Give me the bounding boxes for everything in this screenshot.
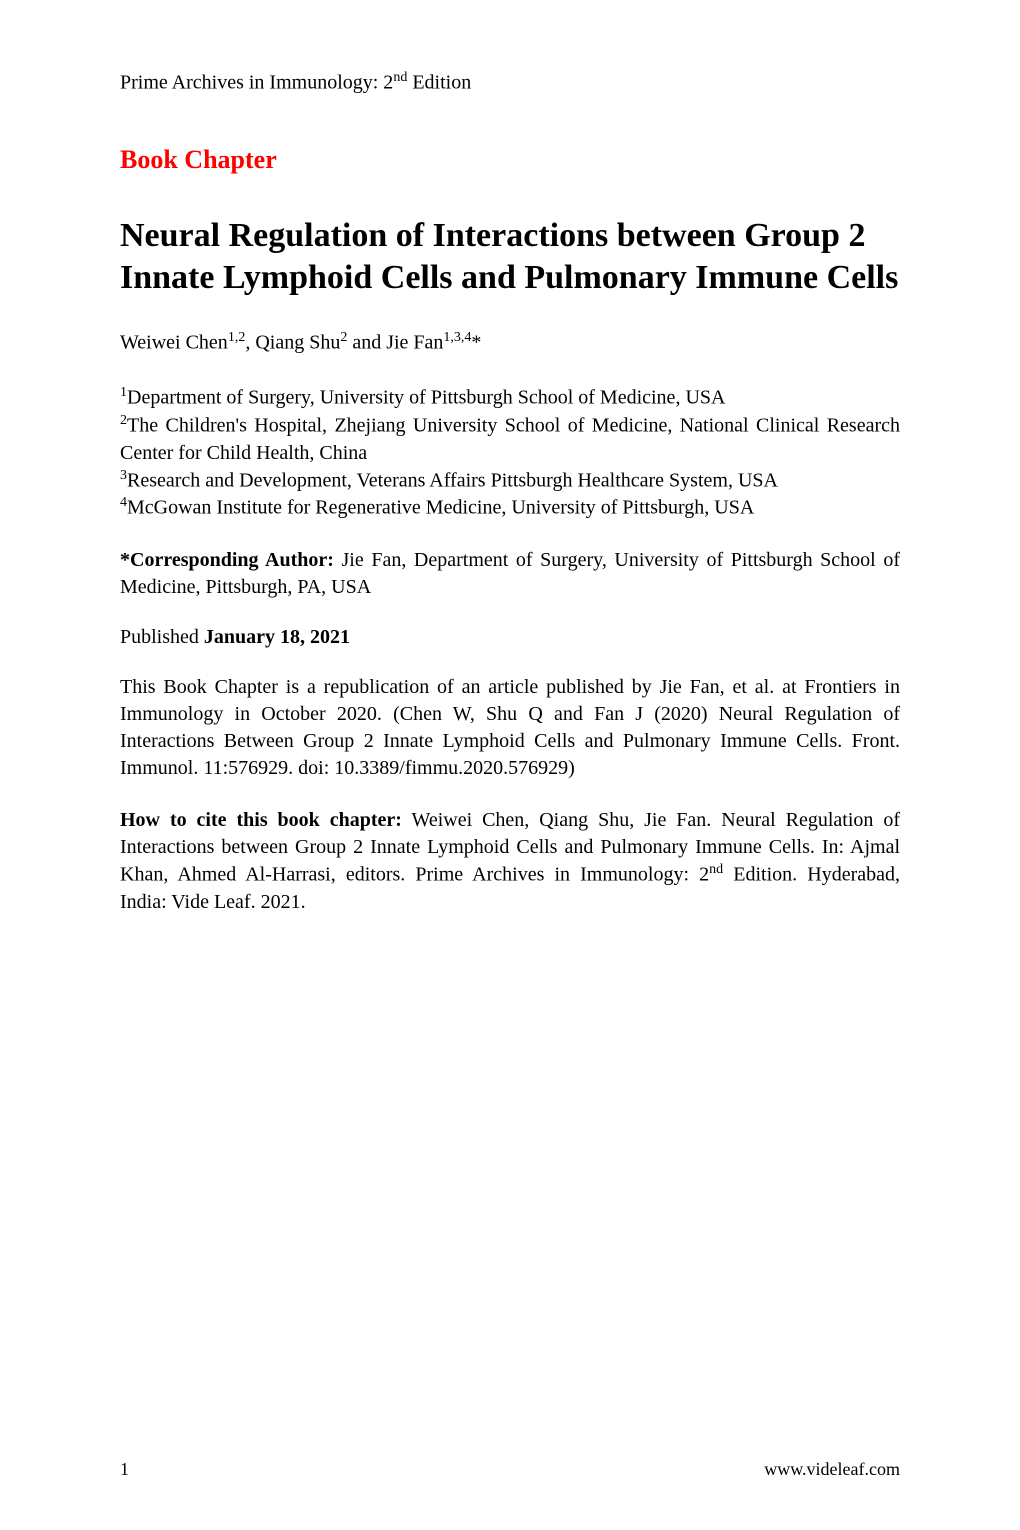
chapter-title: Neural Regulation of Interactions betwee… [120, 215, 900, 300]
author-3-mark: * [471, 331, 481, 353]
running-head-prefix: Prime Archives in Immunology: 2 [120, 72, 393, 94]
published-date: January 18, 2021 [204, 626, 350, 648]
running-head-sup: nd [393, 70, 407, 85]
running-head: Prime Archives in Immunology: 2nd Editio… [120, 70, 900, 95]
affiliation-1-text: Department of Surgery, University of Pit… [127, 387, 725, 409]
affiliation-2-text: The Children's Hospital, Zhejiang Univer… [120, 415, 900, 464]
citation-sup: nd [709, 862, 723, 877]
affiliation-4: 4McGowan Institute for Regenerative Medi… [120, 494, 900, 522]
page-number: 1 [120, 1459, 129, 1480]
affiliation-3-text: Research and Development, Veterans Affai… [127, 469, 778, 491]
affiliation-3: 3Research and Development, Veterans Affa… [120, 467, 900, 495]
republication-note: This Book Chapter is a republication of … [120, 674, 900, 782]
author-3-name: Jie Fan [386, 331, 443, 353]
affiliation-4-sup: 4 [120, 495, 127, 510]
published-prefix: Published [120, 626, 204, 648]
running-head-suffix: Edition [407, 72, 471, 94]
author-2-name: Qiang Shu [255, 331, 340, 353]
footer-site: www.videleaf.com [764, 1459, 900, 1480]
authors-line: Weiwei Chen1,2, Qiang Shu2 and Jie Fan1,… [120, 330, 900, 355]
citation-label: How to cite this book chapter: [120, 809, 402, 831]
affiliation-1-sup: 1 [120, 385, 127, 400]
page-footer: 1 www.videleaf.com [120, 1459, 900, 1480]
published-line: Published January 18, 2021 [120, 626, 900, 649]
author-1-sup: 1,2 [228, 330, 246, 345]
affiliation-3-sup: 3 [120, 468, 127, 483]
corresponding-label: *Corresponding Author: [120, 549, 334, 571]
affiliation-2-sup: 2 [120, 413, 127, 428]
affiliations-block: 1Department of Surgery, University of Pi… [120, 384, 900, 522]
authors-sep-1: , [245, 331, 255, 353]
section-label: Book Chapter [120, 145, 900, 175]
citation-block: How to cite this book chapter: Weiwei Ch… [120, 807, 900, 916]
authors-sep-2: and [347, 331, 386, 353]
affiliation-1: 1Department of Surgery, University of Pi… [120, 384, 900, 412]
affiliation-2: 2The Children's Hospital, Zhejiang Unive… [120, 412, 900, 467]
corresponding-author: *Corresponding Author: Jie Fan, Departme… [120, 547, 900, 601]
affiliation-4-text: McGowan Institute for Regenerative Medic… [127, 497, 754, 519]
author-3-sup: 1,3,4 [443, 330, 471, 345]
author-1-name: Weiwei Chen [120, 331, 228, 353]
